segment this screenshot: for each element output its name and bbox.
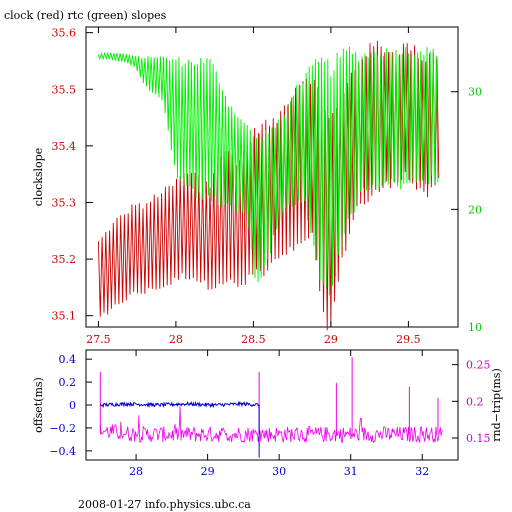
top-left-y-tick-label: 35.1 (52, 310, 77, 323)
offset-series (99, 400, 259, 409)
bottom-left-y-tick-label: −0.4 (49, 445, 76, 458)
bottom-x-tick-label: 29 (201, 465, 215, 478)
top-left-y-tick-label: 35.4 (52, 140, 77, 153)
bottom-plot-panel: offset(ms) rnd−trip(ms) 28 29 30 31 32 0.4 0.2… (32, 349, 503, 478)
top-plot-panel: clockslope 27.5 28 28.5 29 29.5 35.1 35.2 35.3 3… (32, 26, 483, 346)
bottom-x-tick-label: 31 (344, 465, 358, 478)
footer-text: 2008-01-27 info.physics.ubc.ca (78, 498, 251, 511)
bottom-left-y-tick-label: 0 (69, 399, 76, 412)
top-x-tick-label: 28.5 (241, 333, 266, 346)
bottom-left-y-tick-label: 0.2 (59, 376, 77, 389)
bottom-right-y-tick-label: 0.2 (466, 395, 484, 408)
chart-title: clock (red) rtc (green) slopes (4, 9, 167, 22)
clock-slope-series (97, 40, 440, 331)
top-right-y-tick-label: 20 (468, 203, 482, 216)
top-x-tick-label: 29.5 (396, 333, 421, 346)
top-x-tick-label: 29 (324, 333, 338, 346)
bottom-left-y-tick-label: 0.4 (59, 353, 77, 366)
top-left-y-tick-label: 35.5 (52, 83, 77, 96)
bottom-right-y-axis-label: rnd−trip(ms) (490, 368, 503, 442)
top-left-y-tick-label: 35.2 (52, 253, 77, 266)
top-y-axis-label: clockslope (32, 148, 45, 206)
bottom-left-y-axis-label: offset(ms) (32, 377, 45, 433)
top-x-tick-label: 28 (169, 333, 183, 346)
bottom-series-group (99, 357, 444, 458)
top-left-y-tick-label: 35.6 (52, 27, 77, 40)
top-left-y-tick-label: 35.3 (52, 196, 77, 209)
round-trip-series (99, 406, 444, 444)
top-right-y-tick-label: 30 (468, 86, 482, 99)
top-x-tick-label: 27.5 (86, 333, 111, 346)
bottom-x-tick-label: 32 (415, 465, 429, 478)
bottom-right-y-tick-label: 0.15 (466, 432, 491, 445)
top-plot-frame (85, 26, 459, 328)
bottom-left-y-tick-label: −0.2 (49, 422, 76, 435)
rtc-slope-series (97, 46, 439, 296)
top-axes-group: 27.5 28 28.5 29 29.5 35.1 35.2 35.3 35.4 35.5 35.6… (52, 27, 483, 346)
bottom-right-y-tick-label: 0.25 (466, 359, 491, 372)
top-series-group (97, 40, 440, 331)
bottom-axes-group: 28 29 30 31 32 0.4 0.2 0 −0.2 −0.4 0.25 0.2 0.15 (49, 350, 491, 478)
bottom-x-tick-label: 30 (272, 465, 286, 478)
top-right-y-tick-label: 10 (468, 321, 482, 334)
bottom-x-tick-label: 28 (129, 465, 143, 478)
